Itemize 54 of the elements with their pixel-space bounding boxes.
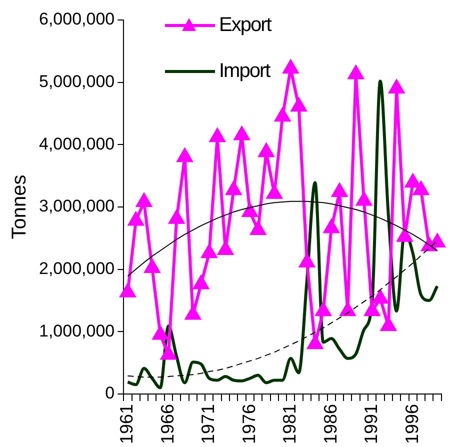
x-tick-label: 1971 (198, 404, 218, 444)
point (185, 306, 200, 320)
y-tick-label: 0 (105, 384, 115, 403)
point (169, 210, 184, 224)
x-tick-label: 1976 (238, 404, 259, 444)
point (144, 260, 160, 274)
point (324, 220, 339, 234)
point (136, 193, 152, 207)
point (177, 148, 192, 162)
point (388, 80, 404, 94)
point (210, 128, 225, 142)
point (250, 222, 266, 236)
x-tick-label: 1961 (116, 404, 137, 444)
x-tick-label: 1966 (157, 404, 178, 444)
legend-label: Import (219, 60, 270, 82)
point (348, 66, 364, 80)
point (202, 244, 217, 258)
point (152, 326, 168, 340)
y-tick-label: 1,000,000 (38, 321, 115, 340)
point (332, 184, 348, 198)
y-tick-label: 4,000,000 (38, 134, 115, 154)
point (356, 192, 372, 206)
point (283, 60, 298, 74)
point (299, 254, 314, 268)
point (234, 126, 250, 140)
point (405, 174, 420, 188)
point (258, 144, 274, 158)
y-tick-label: 5,000,000 (38, 72, 115, 92)
point (193, 276, 209, 290)
y-tick-label: 6,000,000 (38, 10, 115, 29)
y-tick-label: 3,000,000 (38, 196, 115, 216)
point (291, 98, 306, 112)
point (316, 302, 331, 316)
point (128, 212, 144, 226)
x-tick-label: 1986 (320, 404, 340, 444)
line-series (126, 80, 439, 390)
point (364, 302, 380, 316)
legend-label: Export (219, 14, 271, 36)
point (340, 302, 356, 316)
y-tick-label: 2,000,000 (38, 258, 115, 278)
x-tick-label: 1991 (361, 404, 382, 444)
point (160, 346, 176, 360)
point (274, 108, 290, 122)
point (413, 182, 429, 196)
point (120, 284, 136, 298)
x-tick-label: 1981 (280, 404, 300, 444)
point (380, 318, 396, 332)
point (226, 182, 242, 196)
point (308, 336, 323, 350)
point (372, 290, 388, 304)
point (242, 203, 258, 217)
point (397, 228, 412, 242)
x-tick-label: 1996 (402, 404, 422, 444)
y-axis-title: Tonnes (8, 174, 31, 240)
